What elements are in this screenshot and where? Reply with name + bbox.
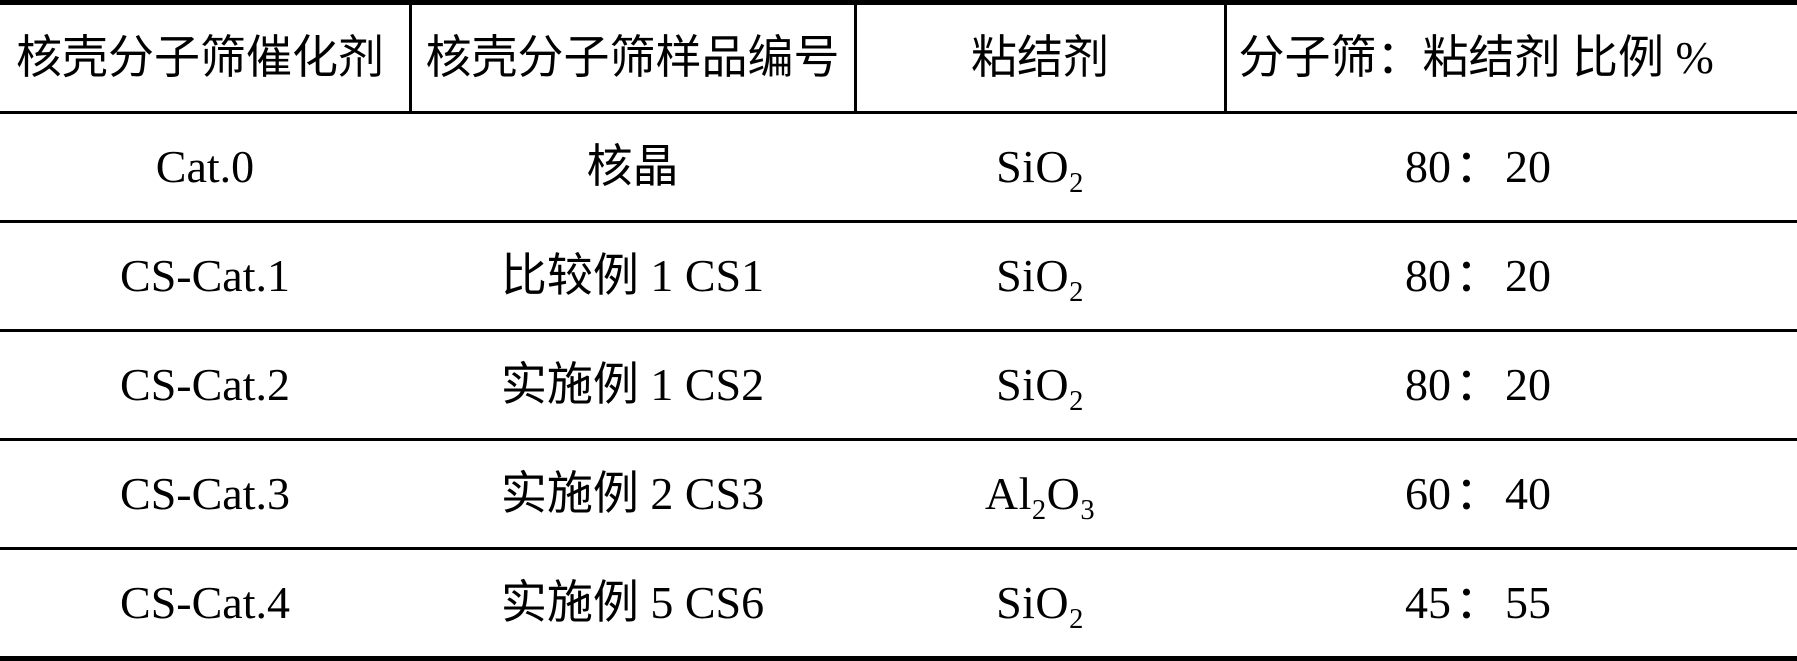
col-header-ratio: 分子筛：粘结剂 比例 % [1225, 3, 1797, 113]
ratio-colon: ： [1451, 362, 1505, 408]
cell-catalyst: CS-Cat.2 [0, 331, 410, 440]
cell-sample: 比较例 1 CS1 [410, 222, 855, 331]
cell-binder: SiO2 [855, 549, 1225, 659]
col-header-binder: 粘结剂 [855, 3, 1225, 113]
cell-ratio: 80：20 [1225, 113, 1797, 222]
cell-sample: 实施例 2 CS3 [410, 440, 855, 549]
cell-sample: 核晶 [410, 113, 855, 222]
table-header-row: 核壳分子筛催化剂 核壳分子筛样品编号 粘结剂 分子筛：粘结剂 比例 % [0, 3, 1797, 113]
sample-latin: CS2 [685, 359, 764, 410]
binder-formula: SiO2 [996, 141, 1084, 192]
ratio-colon: ： [1451, 253, 1505, 299]
catalyst-value: Cat.0 [156, 141, 254, 192]
cell-ratio: 80：20 [1225, 222, 1797, 331]
sample-latin: CS1 [685, 250, 764, 301]
table-row: CS-Cat.2 实施例 1 CS2 SiO2 80：20 [0, 331, 1797, 440]
ratio-a: 80 [1405, 141, 1451, 192]
sample-cjk: 实施例 2 [501, 468, 685, 519]
col-header-catalyst: 核壳分子筛催化剂 [0, 3, 410, 113]
catalyst-value: CS-Cat.3 [120, 468, 290, 519]
cell-catalyst: CS-Cat.3 [0, 440, 410, 549]
table-body: Cat.0核晶SiO280：20CS-Cat.1比较例 1 CS1SiO280：… [0, 113, 1797, 659]
table-row: CS-Cat.3 实施例 2 CS3 Al2O3 60：40 [0, 440, 1797, 549]
catalyst-value: CS-Cat.2 [120, 359, 290, 410]
cell-binder: SiO2 [855, 331, 1225, 440]
cell-sample: 实施例 1 CS2 [410, 331, 855, 440]
sample-cjk: 核晶 [587, 141, 679, 192]
cell-ratio: 60：40 [1225, 440, 1797, 549]
col-header-sample: 核壳分子筛样品编号 [410, 3, 855, 113]
ratio-b: 55 [1505, 577, 1551, 628]
page-root: 核壳分子筛催化剂 核壳分子筛样品编号 粘结剂 分子筛：粘结剂 比例 % Cat.… [0, 0, 1797, 661]
sample-latin: CS3 [685, 468, 764, 519]
cell-binder: SiO2 [855, 113, 1225, 222]
table-row: CS-Cat.4 实施例 5 CS6 SiO2 45：55 [0, 549, 1797, 659]
cell-catalyst: CS-Cat.1 [0, 222, 410, 331]
binder-formula: SiO2 [996, 250, 1084, 301]
ratio-b: 20 [1505, 141, 1551, 192]
cell-ratio: 80：20 [1225, 331, 1797, 440]
ratio-colon: ： [1451, 471, 1505, 517]
table-row: Cat.0 核晶 SiO2 80：20 [0, 113, 1797, 222]
binder-formula: SiO2 [996, 577, 1084, 628]
table-row: CS-Cat.1 比较例 1 CS1 SiO2 80：20 [0, 222, 1797, 331]
sample-cjk: 实施例 5 [501, 577, 685, 628]
catalyst-value: CS-Cat.4 [120, 577, 290, 628]
cell-catalyst: CS-Cat.4 [0, 549, 410, 659]
cell-ratio: 45：55 [1225, 549, 1797, 659]
catalyst-value: CS-Cat.1 [120, 250, 290, 301]
ratio-b: 20 [1505, 250, 1551, 301]
cell-binder: Al2O3 [855, 440, 1225, 549]
cell-catalyst: Cat.0 [0, 113, 410, 222]
ratio-a: 80 [1405, 359, 1451, 410]
ratio-b: 40 [1505, 468, 1551, 519]
sample-latin: CS6 [685, 577, 764, 628]
ratio-colon: ： [1451, 580, 1505, 626]
catalyst-table: 核壳分子筛催化剂 核壳分子筛样品编号 粘结剂 分子筛：粘结剂 比例 % Cat.… [0, 0, 1797, 661]
ratio-a: 60 [1405, 468, 1451, 519]
ratio-a: 45 [1405, 577, 1451, 628]
sample-cjk: 比较例 1 [501, 250, 685, 301]
sample-cjk: 实施例 1 [501, 359, 685, 410]
cell-binder: SiO2 [855, 222, 1225, 331]
cell-sample: 实施例 5 CS6 [410, 549, 855, 659]
ratio-colon: ： [1451, 144, 1505, 190]
ratio-b: 20 [1505, 359, 1551, 410]
binder-formula: SiO2 [996, 359, 1084, 410]
binder-formula: Al2O3 [985, 468, 1095, 519]
ratio-a: 80 [1405, 250, 1451, 301]
